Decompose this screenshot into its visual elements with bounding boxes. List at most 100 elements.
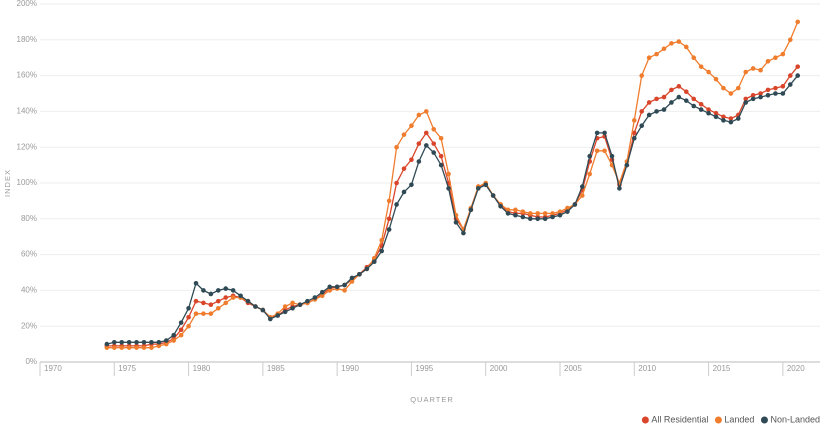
point <box>661 107 667 112</box>
point <box>787 82 793 87</box>
point <box>698 101 704 107</box>
legend-label: All Residential <box>651 414 708 424</box>
point <box>631 130 637 136</box>
point <box>223 295 229 300</box>
point <box>654 109 659 114</box>
point <box>178 327 184 333</box>
point <box>676 84 682 89</box>
point <box>683 44 689 50</box>
point <box>409 182 414 188</box>
point <box>141 340 147 345</box>
point <box>557 209 563 214</box>
point <box>550 214 555 220</box>
x-tick-label: 2010 <box>638 364 656 373</box>
point <box>171 332 177 338</box>
point <box>550 211 555 216</box>
point <box>691 55 697 60</box>
point <box>126 345 132 350</box>
point <box>104 341 110 347</box>
point <box>765 92 771 98</box>
point <box>423 130 429 136</box>
x-tick-label: 1995 <box>415 364 433 373</box>
point <box>750 92 756 98</box>
point <box>394 144 399 150</box>
point <box>795 19 801 25</box>
x-tick-label: 1975 <box>118 364 136 373</box>
point <box>706 110 711 116</box>
point <box>765 58 771 64</box>
point <box>431 127 437 132</box>
point <box>691 103 697 109</box>
point <box>535 211 541 216</box>
point <box>163 341 169 347</box>
point <box>215 288 221 293</box>
point <box>579 193 585 198</box>
point <box>691 96 697 102</box>
y-tick-label: 40% <box>21 286 37 295</box>
point <box>149 345 154 350</box>
point <box>631 135 637 141</box>
point <box>735 116 741 121</box>
point <box>513 212 518 218</box>
point <box>401 132 407 137</box>
point <box>795 73 801 78</box>
point <box>683 98 689 103</box>
point <box>386 198 392 204</box>
point <box>327 284 333 290</box>
point <box>119 340 125 345</box>
point <box>156 343 162 349</box>
point <box>297 302 303 308</box>
y-tick-label: 60% <box>21 250 37 259</box>
point <box>624 162 630 168</box>
point <box>609 153 615 159</box>
point <box>728 116 734 121</box>
point <box>461 230 466 236</box>
point <box>773 91 778 96</box>
point <box>706 69 711 75</box>
point <box>483 182 489 188</box>
legend-marker <box>641 416 649 424</box>
point <box>743 69 749 75</box>
point <box>565 205 570 211</box>
point <box>230 288 236 293</box>
legend-label: Non-Landed <box>770 414 820 424</box>
point <box>379 248 385 254</box>
y-tick-label: 20% <box>21 321 37 330</box>
point <box>787 37 793 43</box>
point <box>713 114 719 120</box>
legend-marker <box>714 416 722 424</box>
point <box>371 259 377 265</box>
point <box>639 109 645 114</box>
point <box>119 345 125 350</box>
point <box>178 332 184 338</box>
point <box>527 211 533 216</box>
point <box>698 107 704 112</box>
y-tick-label: 200% <box>17 0 37 8</box>
point <box>542 216 548 222</box>
point <box>134 340 139 345</box>
point <box>646 100 652 105</box>
y-axis-title: INDEX <box>3 169 12 197</box>
point <box>505 207 511 213</box>
point <box>698 64 704 69</box>
x-axis-title: QUARTER <box>410 395 454 404</box>
point <box>661 46 667 52</box>
point <box>594 130 600 136</box>
point <box>721 118 726 123</box>
point <box>468 207 474 213</box>
y-tick-label: 160% <box>17 71 37 80</box>
point <box>513 207 518 213</box>
point <box>446 171 451 177</box>
point <box>275 313 281 318</box>
point <box>319 293 325 299</box>
point <box>141 345 147 350</box>
point <box>223 286 229 291</box>
point <box>750 96 756 102</box>
point <box>104 345 110 350</box>
point <box>416 159 422 164</box>
point <box>438 135 444 141</box>
point <box>795 64 801 69</box>
point <box>171 338 177 343</box>
point <box>149 340 154 345</box>
